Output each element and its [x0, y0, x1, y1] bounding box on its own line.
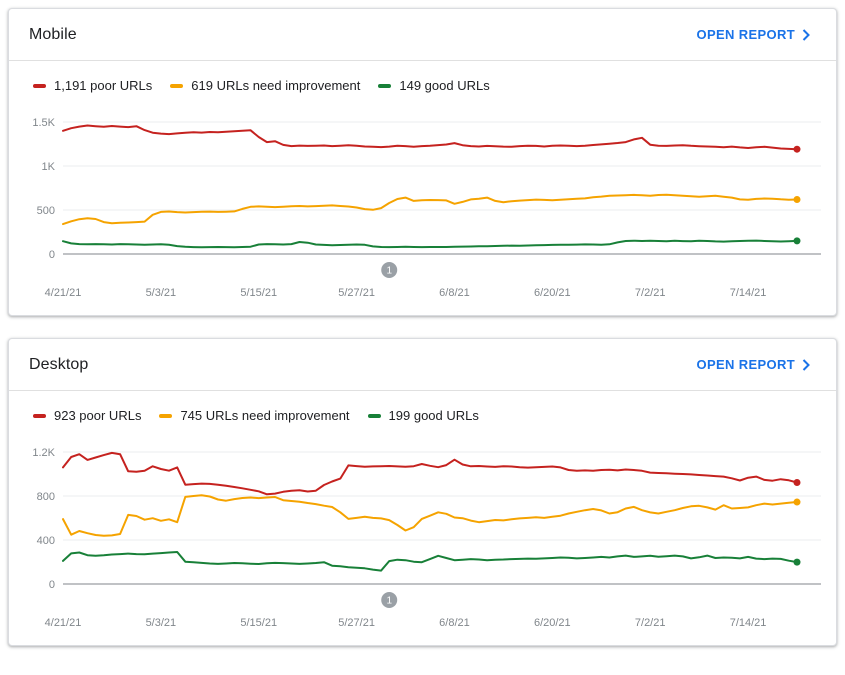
- x-axis-tick-label: 5/27/21: [338, 287, 375, 299]
- legend-item-needs-improvement[interactable]: 619 URLs need improvement: [170, 78, 360, 93]
- y-axis-tick-label: 0: [49, 249, 55, 261]
- y-axis-tick-label: 1K: [42, 161, 56, 173]
- series-endpoint-poor-urls: [793, 145, 801, 153]
- x-axis-tick-label: 6/20/21: [534, 617, 571, 629]
- legend-item-needs-improvement[interactable]: 745 URLs need improvement: [159, 408, 350, 423]
- open-report-label: OPEN REPORT: [696, 27, 795, 42]
- needs-improvement-series-swatch: [170, 83, 184, 88]
- open-report-link[interactable]: OPEN REPORT: [697, 357, 810, 372]
- annotation-marker-label: 1: [386, 596, 392, 607]
- legend-label-needs-improvement: 745 URLs need improvement: [180, 408, 350, 423]
- series-line-good-urls: [62, 551, 798, 572]
- series-line-poor-urls: [62, 124, 798, 151]
- x-axis-tick-label: 4/21/21: [45, 617, 82, 629]
- card-desktop-header: Desktop OPEN REPORT: [9, 339, 836, 391]
- page-title: Mobile: [29, 25, 77, 43]
- legend-item-poor[interactable]: 1,191 poor URLs: [33, 78, 152, 93]
- legend-label-needs-improvement: 619 URLs need improvement: [191, 78, 361, 93]
- good-series-swatch: [367, 413, 381, 418]
- annotation-marker[interactable]: [381, 592, 398, 608]
- mobile-line-chart[interactable]: 1.5K 1K 500 0 4/21/21 5/3/21 5/15/21 5/27/21 6/8…: [9, 100, 836, 315]
- series-endpoint-urls-need-improvement: [793, 196, 801, 204]
- legend: 1,191 poor URLs 619 URLs need improvemen…: [9, 61, 836, 100]
- legend-item-poor[interactable]: 923 poor URLs: [33, 408, 141, 423]
- x-axis-tick-label: 7/14/21: [730, 617, 767, 629]
- series-line-poor-urls: [62, 451, 798, 496]
- needs-improvement-series-swatch: [159, 413, 173, 418]
- x-axis-tick-label: 5/15/21: [240, 287, 277, 299]
- desktop-line-chart[interactable]: 1.2K 800 400 0 4/21/21 5/3/21 5/15/21 5/27/21 6/…: [9, 430, 836, 645]
- y-axis-tick-label: 1.5K: [32, 117, 55, 129]
- chevron-right-icon: [802, 358, 810, 371]
- page-title: Desktop: [29, 355, 89, 373]
- annotation-marker-label: 1: [386, 266, 392, 277]
- series-endpoint-poor-urls: [793, 478, 801, 486]
- legend: 923 poor URLs 745 URLs need improvement …: [9, 391, 836, 430]
- y-axis-tick-label: 1.2K: [32, 447, 55, 459]
- good-series-swatch: [378, 83, 392, 88]
- open-report-link[interactable]: OPEN REPORT: [697, 27, 810, 42]
- series-line-urls-need-improvement: [62, 494, 798, 537]
- x-axis-tick-label: 7/2/21: [635, 617, 666, 629]
- open-report-label: OPEN REPORT: [696, 357, 795, 372]
- series-line-urls-need-improvement: [62, 193, 798, 226]
- legend-label-good: 149 good URLs: [399, 78, 490, 93]
- x-axis-tick-label: 7/2/21: [635, 287, 666, 299]
- series-endpoint-urls-need-improvement: [793, 498, 801, 506]
- legend-label-good: 199 good URLs: [388, 408, 479, 423]
- x-axis-tick-label: 6/8/21: [439, 287, 470, 299]
- poor-series-swatch: [33, 83, 46, 88]
- series-endpoint-good-urls: [793, 237, 801, 245]
- x-axis-tick-label: 7/14/21: [730, 287, 767, 299]
- x-axis-tick-label: 5/27/21: [338, 617, 375, 629]
- card-mobile: Mobile OPEN REPORT 1,191 poor URLs 619 U…: [8, 8, 837, 316]
- y-axis-tick-label: 500: [37, 205, 55, 217]
- poor-series-swatch: [33, 413, 46, 418]
- x-axis-tick-label: 6/20/21: [534, 287, 571, 299]
- chevron-right-icon: [802, 28, 810, 41]
- legend-label-poor: 923 poor URLs: [54, 408, 142, 423]
- y-axis-tick-label: 400: [37, 535, 55, 547]
- x-axis-tick-label: 5/15/21: [240, 617, 277, 629]
- card-desktop: Desktop OPEN REPORT 923 poor URLs 745 UR…: [8, 338, 837, 646]
- x-axis-tick-label: 5/3/21: [146, 617, 177, 629]
- x-axis-tick-label: 4/21/21: [45, 287, 82, 299]
- legend-item-good[interactable]: 199 good URLs: [367, 408, 479, 423]
- series-line-good-urls: [62, 239, 798, 249]
- y-axis-tick-label: 800: [37, 491, 55, 503]
- x-axis-tick-label: 5/3/21: [146, 287, 177, 299]
- series-endpoint-good-urls: [793, 558, 801, 566]
- legend-label-poor: 1,191 poor URLs: [54, 78, 153, 93]
- legend-item-good[interactable]: 149 good URLs: [378, 78, 490, 93]
- card-mobile-header: Mobile OPEN REPORT: [9, 9, 836, 61]
- x-axis-tick-label: 6/8/21: [439, 617, 470, 629]
- annotation-marker[interactable]: [381, 262, 398, 278]
- y-axis-tick-label: 0: [49, 579, 55, 591]
